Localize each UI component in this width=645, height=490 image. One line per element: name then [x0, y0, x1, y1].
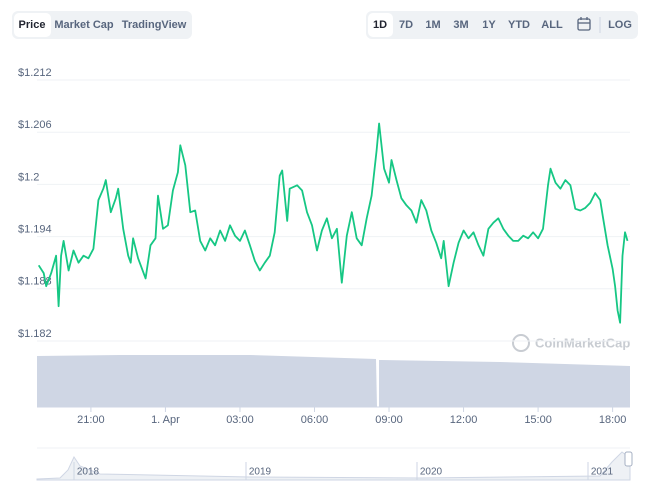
navigator-label: 2021 [591, 467, 614, 478]
x-tick-label: 18:00 [599, 414, 627, 426]
x-tick-label: 1. Apr [151, 414, 180, 426]
volume-area [37, 355, 377, 407]
navigator-label: 2019 [249, 467, 272, 478]
range-selected [368, 13, 393, 37]
log-button[interactable]: LOG [608, 19, 632, 31]
y-tick-label: $1.188 [18, 276, 52, 288]
navigator-handle[interactable] [624, 451, 633, 467]
navigator-label: 2020 [420, 467, 443, 478]
navigator-area [36, 451, 631, 481]
tab-selected [14, 13, 51, 37]
y-tick-label: $1.194 [18, 224, 52, 236]
tab-button[interactable]: TradingView [122, 19, 187, 31]
range-button[interactable]: YTD [508, 19, 530, 31]
range-button[interactable]: 3M [453, 19, 468, 31]
x-tick-label: 21:00 [77, 414, 105, 426]
tab-button[interactable]: Market Cap [54, 19, 114, 31]
calendar-icon[interactable] [577, 17, 591, 31]
x-tick-label: 15:00 [524, 414, 552, 426]
watermark-text: CoinMarketCap [535, 335, 630, 350]
y-tick-label: $1.182 [18, 328, 52, 340]
y-tick-label: $1.2 [18, 171, 39, 183]
range-button[interactable]: 1D [373, 19, 387, 31]
tab-group [12, 11, 192, 39]
range-button[interactable]: 1M [425, 19, 440, 31]
x-tick-label: 06:00 [301, 414, 329, 426]
navigator-label: 2018 [77, 467, 100, 478]
range-button[interactable]: 7D [399, 19, 413, 31]
watermark: CoinMarketCap [512, 334, 630, 352]
x-tick-label: 09:00 [375, 414, 403, 426]
x-tick-label: 12:00 [450, 414, 478, 426]
range-button[interactable]: 1Y [482, 19, 496, 31]
y-tick-label: $1.206 [18, 119, 52, 131]
range-group [366, 11, 638, 39]
x-tick-label: 03:00 [226, 414, 254, 426]
tab-button[interactable]: Price [19, 19, 46, 31]
y-tick-label: $1.212 [18, 67, 52, 79]
range-button[interactable]: ALL [541, 19, 563, 31]
volume-area [379, 360, 630, 407]
price-line [37, 122, 629, 324]
